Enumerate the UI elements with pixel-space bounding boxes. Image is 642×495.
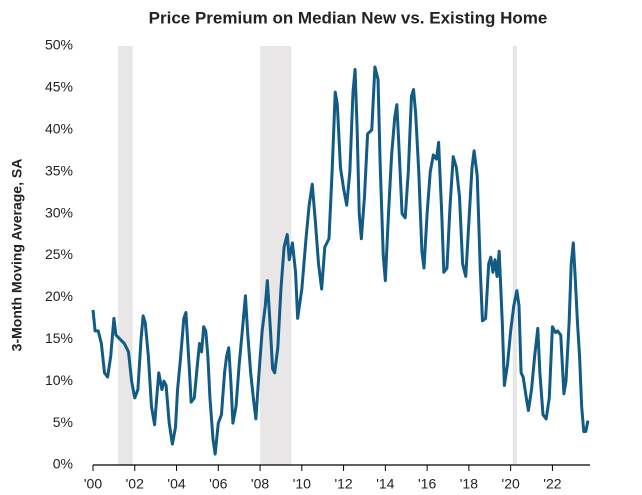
x-tick-label: '14 — [376, 476, 394, 492]
x-tick-label: '18 — [460, 476, 478, 492]
y-tick-label: 25% — [45, 246, 73, 262]
x-tick-label: '02 — [126, 476, 144, 492]
x-tick-label: '22 — [543, 476, 561, 492]
x-tick-label: '06 — [209, 476, 227, 492]
y-tick-label: 40% — [45, 121, 73, 137]
x-tick-label: '16 — [418, 476, 436, 492]
y-tick-label: 30% — [45, 204, 73, 220]
recession-shade — [260, 46, 292, 465]
y-tick-label: 15% — [45, 330, 73, 346]
chart-title: Price Premium on Median New vs. Existing… — [149, 8, 548, 27]
recession-shade — [118, 46, 133, 465]
recession-shade — [512, 46, 517, 465]
y-tick-label: 50% — [45, 37, 73, 53]
y-tick-label: 5% — [53, 414, 73, 430]
y-tick-label: 20% — [45, 288, 73, 304]
x-tick-label: '08 — [251, 476, 269, 492]
x-tick-label: '20 — [502, 476, 520, 492]
data-line — [91, 65, 590, 456]
x-tick-label: '04 — [167, 476, 185, 492]
y-tick-label: 0% — [53, 456, 73, 472]
x-tick-label: '10 — [293, 476, 311, 492]
y-tick-label: 45% — [45, 79, 73, 95]
x-tick-label: '12 — [334, 476, 352, 492]
y-tick-label: 35% — [45, 162, 73, 178]
y-tick-label: 10% — [45, 372, 73, 388]
x-tick-label: '00 — [84, 476, 102, 492]
y-axis-label: 3-Month Moving Average, SA — [9, 159, 25, 352]
